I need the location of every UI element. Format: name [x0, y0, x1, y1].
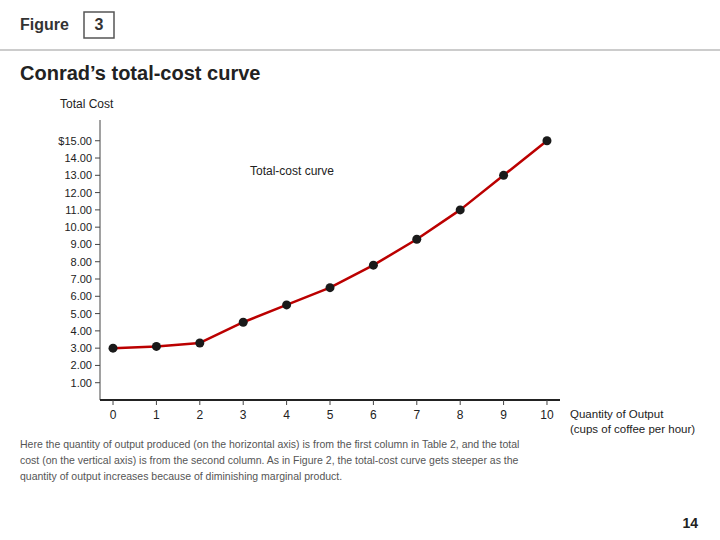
point	[239, 318, 248, 327]
y-tick	[95, 348, 100, 349]
x-tick-label: 6	[370, 408, 377, 422]
title: Conrad’s total-cost curve	[20, 62, 260, 84]
y-tick	[95, 227, 100, 228]
x-tick	[416, 400, 417, 405]
point	[152, 342, 161, 351]
header-separator	[0, 49, 720, 51]
x-axis-label: (cups of coffee per hour)	[570, 423, 695, 435]
x-tick	[330, 400, 331, 405]
y-tick	[95, 192, 100, 193]
chart: Figure 3 Conrad’s total-cost curve 1.00 2.00…	[0, 0, 720, 540]
y-tick-label: 7.00	[71, 273, 92, 285]
y-tick	[95, 261, 100, 262]
point	[109, 344, 118, 353]
x-tick	[199, 400, 200, 405]
y-tick	[95, 244, 100, 245]
point	[326, 283, 335, 292]
background	[0, 0, 720, 540]
footnote: quantity of output increases because of …	[20, 470, 342, 482]
y-tick	[95, 209, 100, 210]
y-tick	[95, 382, 100, 383]
y-tick	[95, 330, 100, 331]
y-tick	[95, 140, 100, 141]
y-tick-label: 10.00	[64, 221, 92, 233]
annotation: Total-cost curve	[250, 164, 334, 178]
y-tick-label: 1.00	[71, 377, 92, 389]
y-tick-label: 5.00	[71, 308, 92, 320]
y-tick-label: 11.00	[65, 204, 92, 216]
y-tick-label: 13.00	[64, 169, 92, 181]
point	[456, 205, 465, 214]
y-axis-label: Total Cost	[60, 97, 114, 111]
x-tick	[156, 400, 157, 405]
y-tick-label: 14.00	[64, 152, 92, 164]
x-tick-label: 10	[540, 408, 554, 422]
x-tick	[373, 400, 374, 405]
line	[113, 141, 547, 348]
y-tick-label: 6.00	[71, 290, 92, 302]
y-tick	[95, 279, 100, 280]
y-tick	[95, 296, 100, 297]
y-tick	[95, 175, 100, 176]
y-axis-line	[100, 120, 101, 400]
point	[499, 171, 508, 180]
x-tick-label: 8	[457, 408, 464, 422]
point	[369, 261, 378, 270]
point	[282, 300, 291, 309]
x-tick-label: 2	[196, 408, 203, 422]
y-tick-label: 4.00	[71, 325, 92, 337]
x-tick-label: 1	[153, 408, 160, 422]
figure-label: Figure	[20, 16, 69, 33]
figure-number-box	[84, 12, 114, 38]
y-tick-label: 3.00	[71, 342, 92, 354]
x-axis-label: Quantity of Output	[570, 408, 664, 420]
point	[412, 235, 421, 244]
x-tick	[460, 400, 461, 405]
point	[542, 136, 551, 145]
y-tick-label: 2.00	[71, 359, 92, 371]
x-tick	[503, 400, 504, 405]
plot-marks	[109, 136, 552, 352]
footnote: Here the quantity of output produced (on…	[20, 438, 519, 450]
y-tick-label: 9.00	[71, 238, 92, 250]
y-tick	[95, 158, 100, 159]
x-tick-label: 7	[413, 408, 420, 422]
x-tick-label: 3	[240, 408, 247, 422]
x-tick-label: 0	[110, 408, 117, 422]
point	[195, 338, 204, 347]
x-tick-label: 9	[500, 408, 507, 422]
x-tick-label: 5	[327, 408, 334, 422]
y-tick	[95, 313, 100, 314]
y-tick-label: 12.00	[64, 187, 92, 199]
footnote: cost (on the vertical axis) is from the …	[20, 454, 519, 466]
x-tick	[243, 400, 244, 405]
page-number: 14	[682, 515, 698, 531]
figure-number: 3	[95, 16, 104, 33]
x-tick	[286, 400, 287, 405]
x-tick	[113, 400, 114, 405]
y-tick-label: $15.00	[58, 135, 92, 147]
y-tick	[95, 365, 100, 366]
x-tick-label: 4	[283, 408, 290, 422]
y-tick-label: 8.00	[71, 256, 92, 268]
x-tick	[546, 400, 547, 405]
